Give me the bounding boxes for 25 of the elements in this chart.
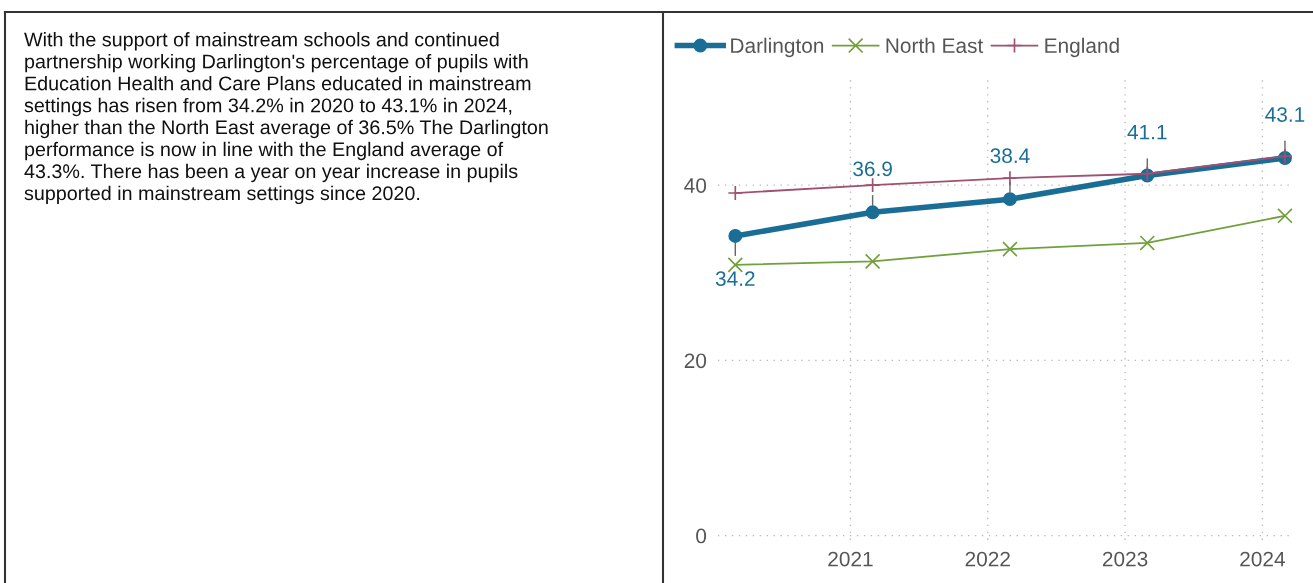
point: [1002, 241, 1018, 257]
point: [864, 177, 881, 193]
x-tick-label: 2022: [965, 551, 1010, 567]
x-tick-label: 2023: [1102, 551, 1148, 567]
point: [864, 253, 881, 270]
legend-label: North East: [886, 37, 984, 54]
point: [728, 229, 743, 243]
data-label: 41.1: [1127, 124, 1167, 140]
data-label: 34.2: [715, 271, 755, 286]
y-tick-label: 40: [684, 178, 707, 193]
point: [1003, 192, 1017, 207]
point: [1139, 235, 1156, 251]
legend-label: Darlington: [731, 37, 824, 58]
legend-label: England: [1045, 37, 1119, 58]
x-tick-label: 2021: [828, 551, 873, 567]
point: [865, 205, 880, 220]
y-tick-label: 20: [684, 353, 707, 369]
text: With the support of mainstream schools and continued partnership working Darlington's percentage of pupils with Education Health and Care Plans educated in mainstream settings has risen from 34.2% in 2020 to 43.1% in 2024, higher than the North East average of 36.5% The Darlington performance is now in line with the England average of 43.3%. There has been a year on year increase in pupils supported in mainstream settings since 2020.: [24, 32, 548, 205]
data-label: 36.9: [853, 161, 892, 177]
point: [727, 185, 744, 201]
data-label: 43.1: [1265, 107, 1305, 122]
data-label: 38.4: [990, 148, 1030, 164]
point: [1277, 208, 1293, 224]
x-tick-label: 2024: [1240, 551, 1285, 567]
y-tick-label: 0: [696, 528, 707, 544]
